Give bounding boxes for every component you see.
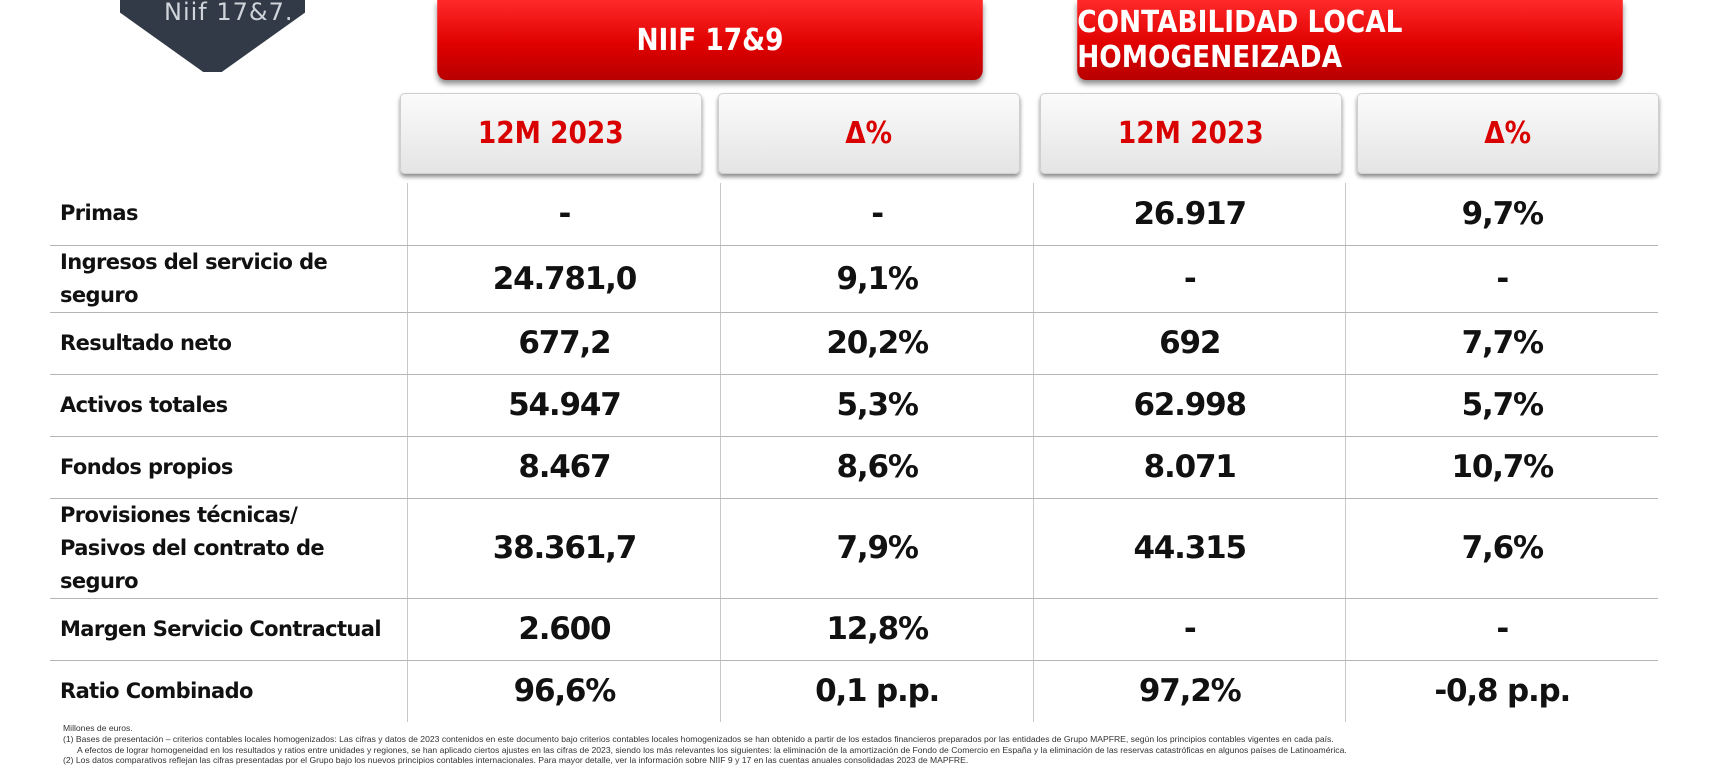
cell-value: 692 [1032,312,1346,375]
cell-value: 12,8% [720,598,1034,661]
row-label: Ingresos del servicio de seguro [50,245,408,313]
corner-tab: Niif 17&7. [120,0,305,72]
row-label: Fondos propios [50,436,408,499]
header-niif: NIIF 17&9 [437,0,983,80]
cell-value: 26.917 [1032,183,1346,246]
row-label: Provisiones técnicas/ Pasivos del contra… [50,498,408,599]
cell-value: 38.361,7 [407,498,721,599]
footnotes: Millones de euros. (1) Bases de presenta… [63,723,1683,766]
cell-value: 8.071 [1032,436,1346,499]
footnote-1-continued: A efectos de lograr homogeneidad en los … [77,744,1347,755]
table-row: Provisiones técnicas/ Pasivos del contra… [50,498,1658,599]
table-row: Activos totales 54.947 5,3% 62.998 5,7% [50,374,1658,437]
cell-value: 677,2 [407,312,721,375]
footnote-1: (1) Bases de presentación – criterios co… [63,733,1334,744]
cell-value: 7,9% [720,498,1034,599]
cell-value: 9,7% [1345,183,1658,246]
corner-tab-text: Niif 17&7. [164,0,294,26]
row-label: Ratio Combinado [60,678,253,703]
table-row: Margen Servicio Contractual 2.600 12,8% … [50,598,1658,661]
footnote-units: Millones de euros. [63,723,133,733]
header-local-accounting: CONTABILIDAD LOCAL HOMOGENEIZADA [1077,0,1623,80]
cell-value: 10,7% [1345,436,1658,499]
subheader-niif-period: 12M 2023 [400,93,702,174]
cell-value: 44.315 [1032,498,1346,599]
row-label: Margen Servicio Contractual [50,598,408,661]
row-label: Primas [50,183,408,246]
row-label-line: Provisiones técnicas/ [60,502,298,527]
row-label: Resultado neto [50,312,408,375]
table-row: Ingresos del servicio de seguro 24.781,0… [50,245,1658,313]
cell-value: - [1345,598,1658,661]
table-row: Fondos propios 8.467 8,6% 8.071 10,7% [50,436,1658,499]
cell-value: 7,7% [1345,312,1658,375]
table-row: Resultado neto 677,2 20,2% 692 7,7% [50,312,1658,375]
row-label: Activos totales [50,374,408,437]
cell-value: - [720,183,1034,246]
cell-value: - [1032,598,1346,661]
subheader-local-delta: Δ% [1357,93,1659,174]
cell-value: - [1345,245,1658,313]
subheader-niif-delta: Δ% [718,93,1020,174]
cell-value: 20,2% [720,312,1034,375]
cell-value: 7,6% [1345,498,1658,599]
cell-value: 54.947 [407,374,721,437]
cell-value: 62.998 [1032,374,1346,437]
subheader-local-period: 12M 2023 [1040,93,1342,174]
cell-value: -0,8 p.p. [1345,660,1658,722]
footnote-2: (2) Los datos comparativos reflejan las … [63,755,969,766]
cell-value: 2.600 [407,598,721,661]
cell-value: 8,6% [720,436,1034,499]
cell-value: 9,1% [720,245,1034,313]
cell-value: 97,2% [1032,660,1346,722]
cell-value: 5,3% [720,374,1034,437]
table-row: Primas - - 26.917 9,7% [50,183,1658,246]
cell-value: 5,7% [1345,374,1658,437]
cell-value: 0,1 p.p. [720,660,1034,722]
cell-value: 24.781,0 [407,245,721,313]
table-row: Ratio Combinado 96,6% 0,1 p.p. 97,2% -0,… [50,660,1658,722]
cell-value: 8.467 [407,436,721,499]
cell-value: - [407,183,721,246]
row-label-line: Pasivos del contrato de seguro [60,535,325,593]
cell-value: 96,6% [407,660,721,722]
financial-table: Primas - - 26.917 9,7% Ingresos del serv… [50,183,1658,722]
cell-value: - [1032,245,1346,313]
